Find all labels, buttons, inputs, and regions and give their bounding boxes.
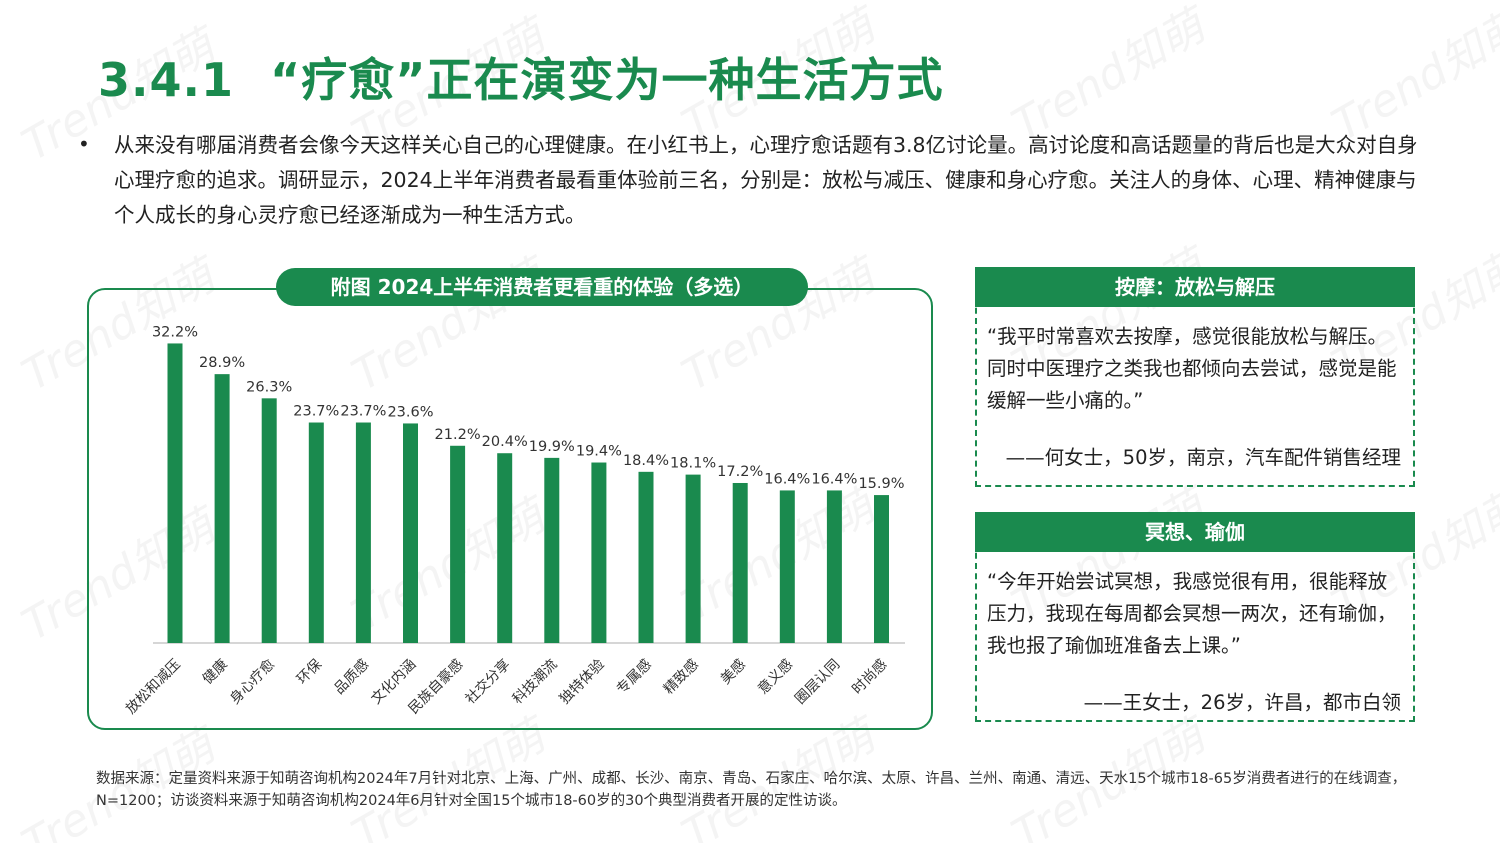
- section-number: 3.4.1: [98, 53, 234, 107]
- page-title: 3.4.1 “疗愈”正在演变为一种生活方式: [98, 44, 943, 110]
- data-label: 23.7%: [340, 404, 386, 420]
- data-label: 16.4%: [811, 471, 857, 487]
- chart-title: 附图 2024上半年消费者更看重的体验（多选）: [276, 268, 808, 306]
- x-tick-label: 精致感: [660, 656, 702, 698]
- data-label: 20.4%: [482, 434, 528, 450]
- x-tick-label: 意义感: [754, 656, 796, 698]
- data-label: 26.3%: [246, 379, 292, 395]
- bar: [826, 490, 842, 643]
- bar: [214, 374, 230, 643]
- bar: [732, 482, 748, 643]
- bar: [544, 457, 560, 643]
- bar: [874, 495, 889, 643]
- bar: [355, 422, 371, 643]
- x-tick-label: 独特体验: [557, 657, 608, 708]
- data-label: 18.4%: [623, 453, 669, 469]
- bar: [497, 453, 513, 643]
- data-label: 19.9%: [529, 439, 575, 455]
- x-tick-label: 身心疗愈: [227, 657, 278, 708]
- data-label: 28.9%: [199, 355, 245, 371]
- intro-text: 从来没有哪届消费者会像今天这样关心自己的心理健康。在小红书上，心理疗愈话题有3.…: [114, 133, 1418, 227]
- quote-signature: ——王女士，26岁，许昌，都市白领: [1083, 691, 1401, 714]
- data-label: 32.2%: [152, 324, 198, 340]
- data-label: 23.6%: [387, 404, 433, 420]
- data-label: 21.2%: [435, 427, 481, 443]
- x-tick-label: 环保: [294, 657, 325, 688]
- quote-card-massage: 按摩：放松与解压 “我平时常喜欢去按摩，感觉很能放松与解压。同时中医理疗之类我也…: [975, 267, 1415, 487]
- quote-header: 冥想、瑜伽: [975, 512, 1415, 552]
- quote-header: 按摩：放松与解压: [975, 267, 1415, 307]
- bar: [261, 398, 277, 643]
- bar: [779, 490, 795, 643]
- quote-card-meditation: 冥想、瑜伽 “今年开始尝试冥想，我感觉很有用，很能释放压力，我现在每周都会冥想一…: [975, 512, 1415, 722]
- bar: [591, 462, 607, 643]
- bar: [167, 343, 183, 643]
- quote-text: “今年开始尝试冥想，我感觉很有用，很能释放压力，我现在每周都会冥想一两次，还有瑜…: [987, 570, 1397, 657]
- bullet-icon: •: [78, 132, 90, 156]
- x-tick-label: 社交分享: [462, 656, 514, 708]
- x-tick-label: 健康: [199, 656, 231, 688]
- data-label: 18.1%: [670, 456, 716, 472]
- bar: [638, 471, 654, 643]
- x-tick-label: 圈层认同: [792, 657, 843, 708]
- x-tick-label: 科技潮流: [510, 657, 561, 708]
- data-label: 15.9%: [858, 476, 904, 492]
- bar: [403, 423, 418, 643]
- data-label: 17.2%: [717, 464, 763, 480]
- x-tick-label: 专属感: [613, 656, 655, 698]
- x-tick-label: 放松和减压: [123, 657, 184, 718]
- data-source-note: 数据来源：定量资料来源于知萌咨询机构2024年7月针对北京、上海、广州、成都、长…: [96, 771, 1407, 809]
- bar-chart: 32.2% 放松和减压 28.9% 健康 26.3% 身心疗愈 23.7% 环保 23.7% 品质…: [123, 324, 905, 718]
- data-label: 19.4%: [576, 444, 622, 460]
- x-tick-label: 品质感: [331, 656, 373, 698]
- bar: [450, 445, 466, 643]
- quote-signature: ——何女士，50岁，南京，汽车配件销售经理: [1005, 446, 1401, 469]
- bar: [685, 474, 701, 643]
- data-label: 23.7%: [293, 404, 339, 420]
- section-title: “疗愈”正在演变为一种生活方式: [269, 53, 944, 107]
- bar: [308, 422, 324, 643]
- x-tick-label: 美感: [717, 656, 749, 688]
- x-tick-label: 时尚感: [849, 656, 891, 698]
- quote-text: “我平时常喜欢去按摩，感觉很能放松与解压。同时中医理疗之类我也都倾向去尝试，感觉…: [987, 325, 1397, 412]
- data-label: 16.4%: [764, 471, 810, 487]
